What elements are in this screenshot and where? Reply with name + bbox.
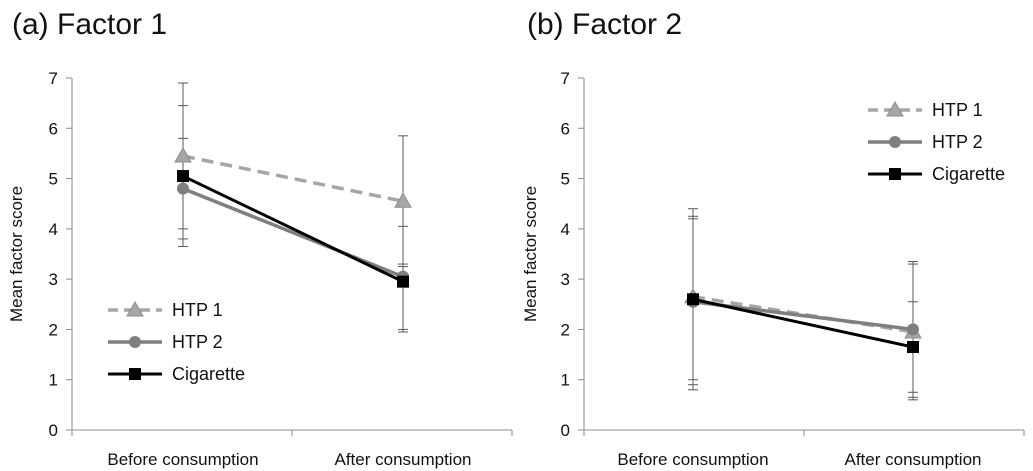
legend-2: HTP 1 HTP 2 Cigarette — [868, 100, 1005, 184]
y-tick-label: 4 — [561, 220, 570, 239]
legend-label-htp-1: HTP 1 — [932, 100, 983, 120]
y-tick-label: 6 — [561, 119, 570, 138]
x-tick-label: After consumption — [334, 450, 471, 469]
legend-marker-cigarette — [889, 168, 901, 180]
series-line-htp-2 — [182, 187, 404, 279]
data-point-htp-2 — [177, 182, 189, 195]
chart-title-factor2: (b) Factor 2 — [527, 8, 683, 41]
y-tick-label: 2 — [49, 320, 58, 339]
legend-label-htp-2: HTP 2 — [172, 332, 223, 352]
chart-panel-2: 0 1 2 3 4 5 6 7 Before consumption After consumpt… — [521, 69, 1025, 469]
y-axis-label: Mean factor score — [7, 186, 26, 322]
data-point-htp-1 — [174, 146, 192, 163]
data-point-cigarette — [907, 341, 919, 354]
legend-label-htp-1: HTP 1 — [172, 300, 223, 320]
y-tick-label: 7 — [49, 69, 58, 88]
data-point-cigarette — [177, 170, 189, 183]
x-tick-label: After consumption — [844, 450, 981, 469]
data-point-cigarette — [687, 293, 699, 306]
y-tick-label: 3 — [561, 270, 570, 289]
y-tick-label: 7 — [561, 69, 570, 88]
legend-label-htp-2: HTP 2 — [932, 132, 983, 152]
chart-title-factor1: (a) Factor 1 — [12, 8, 168, 41]
legend-1: HTP 1 HTP 2 Cigarette — [108, 300, 245, 384]
y-tick-label: 4 — [49, 220, 58, 239]
legend-label-cigarette: Cigarette — [932, 164, 1005, 184]
chart-panel-1: 0 1 2 3 4 5 6 7 Before consumption After consumpt… — [7, 69, 513, 469]
y-tick-label: 3 — [49, 270, 58, 289]
y-axis-label: Mean factor score — [521, 186, 540, 322]
legend-marker-htp-1 — [886, 100, 904, 117]
y-tick-label: 0 — [561, 421, 570, 440]
series-line-cigarette — [692, 297, 914, 349]
x-tick-label: Before consumption — [107, 450, 258, 469]
data-point-cigarette — [397, 275, 409, 288]
data-point-htp-2 — [907, 323, 919, 336]
y-tick-label: 6 — [49, 119, 58, 138]
legend-marker-htp-2 — [129, 336, 141, 348]
data-point-htp-1 — [394, 192, 412, 208]
legend-label-cigarette: Cigarette — [172, 364, 245, 384]
y-tick-label: 0 — [49, 421, 58, 440]
x-tick-label: Before consumption — [617, 450, 768, 469]
series-line-cigarette — [182, 174, 404, 284]
legend-marker-htp-1 — [126, 300, 144, 317]
y-tick-label: 5 — [49, 170, 58, 189]
y-tick-label: 1 — [561, 371, 570, 390]
series-line-htp-1 — [182, 154, 404, 203]
y-tick-label: 1 — [49, 371, 58, 390]
legend-marker-htp-2 — [889, 136, 901, 148]
legend-marker-cigarette — [129, 368, 141, 380]
y-tick-label: 2 — [561, 320, 570, 339]
y-tick-label: 5 — [561, 170, 570, 189]
